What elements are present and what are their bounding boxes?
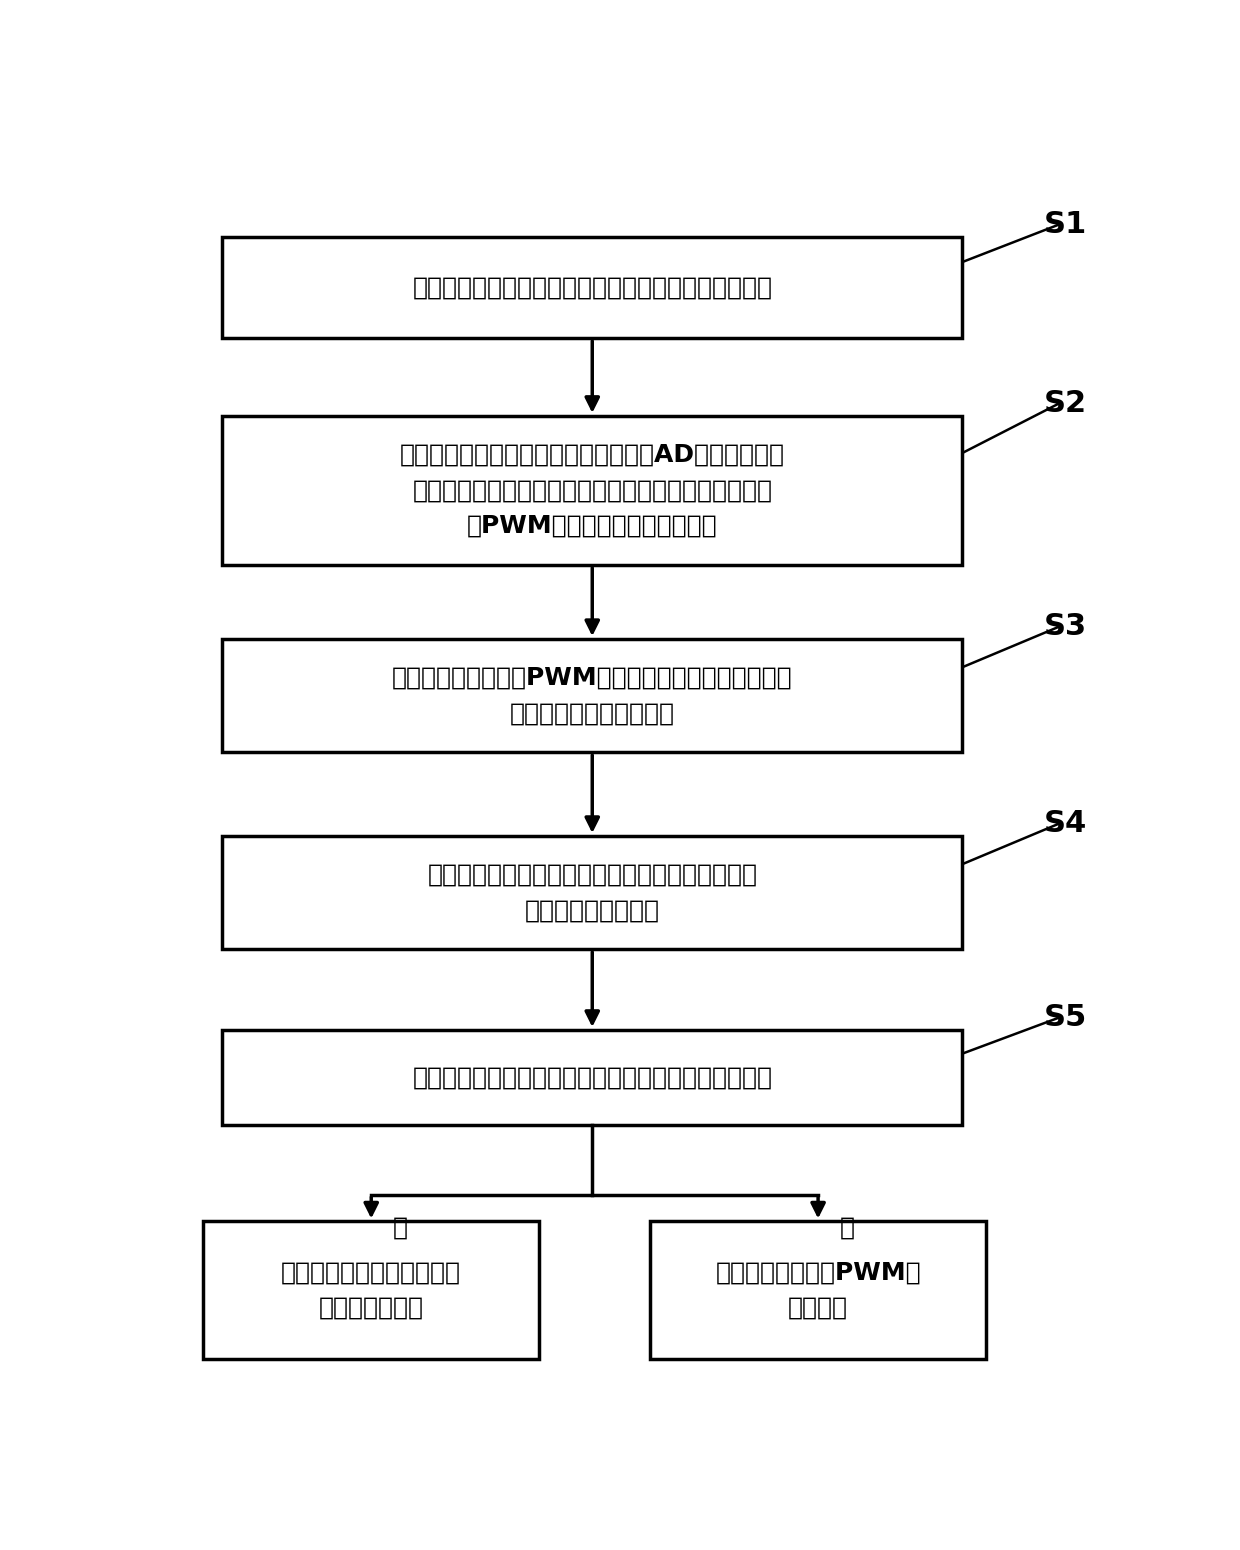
FancyBboxPatch shape [222,835,962,949]
Text: S4: S4 [1044,809,1087,839]
FancyBboxPatch shape [203,1221,539,1359]
FancyBboxPatch shape [222,415,962,564]
Text: 对放大单元进行短路检测，确认放大单元是否出现短路: 对放大单元进行短路检测，确认放大单元是否出现短路 [412,1065,773,1090]
Text: S2: S2 [1044,389,1087,419]
Text: 通过滤波整形单元将PWM信号滤波整形为相应的直流电
压信号并输出至放大单元: 通过滤波整形单元将PWM信号滤波整形为相应的直流电 压信号并输出至放大单元 [392,666,792,725]
Text: 将调节后的直流电压信号输
出至车载用电器: 将调节后的直流电压信号输 出至车载用电器 [281,1260,461,1319]
FancyBboxPatch shape [222,1029,962,1125]
Text: 通过微处理器对接收到的档位电压进行AD采样，并根据
预设的转换策略将接收到的档位电压转化为相应占空比
的PWM信号输出至滤波整形单元: 通过微处理器对接收到的档位电压进行AD采样，并根据 预设的转换策略将接收到的档位… [399,443,785,538]
FancyBboxPatch shape [222,639,962,752]
Text: 是: 是 [839,1217,854,1240]
Text: 调节档位电压调节单元输出至微处理器的档位电压大小: 调节档位电压调节单元输出至微处理器的档位电压大小 [412,276,773,299]
Text: 控制微处理器停止PWM信
号的输出: 控制微处理器停止PWM信 号的输出 [715,1260,921,1319]
FancyBboxPatch shape [650,1221,986,1359]
Text: S5: S5 [1044,1003,1087,1032]
Text: S1: S1 [1044,211,1087,239]
Text: 通过放大单元对直流电压信号进行放大处理输出至
后输出至车载用电器: 通过放大单元对直流电压信号进行放大处理输出至 后输出至车载用电器 [428,863,758,922]
Text: S3: S3 [1044,612,1087,642]
FancyBboxPatch shape [222,237,962,338]
Text: 否: 否 [393,1217,408,1240]
